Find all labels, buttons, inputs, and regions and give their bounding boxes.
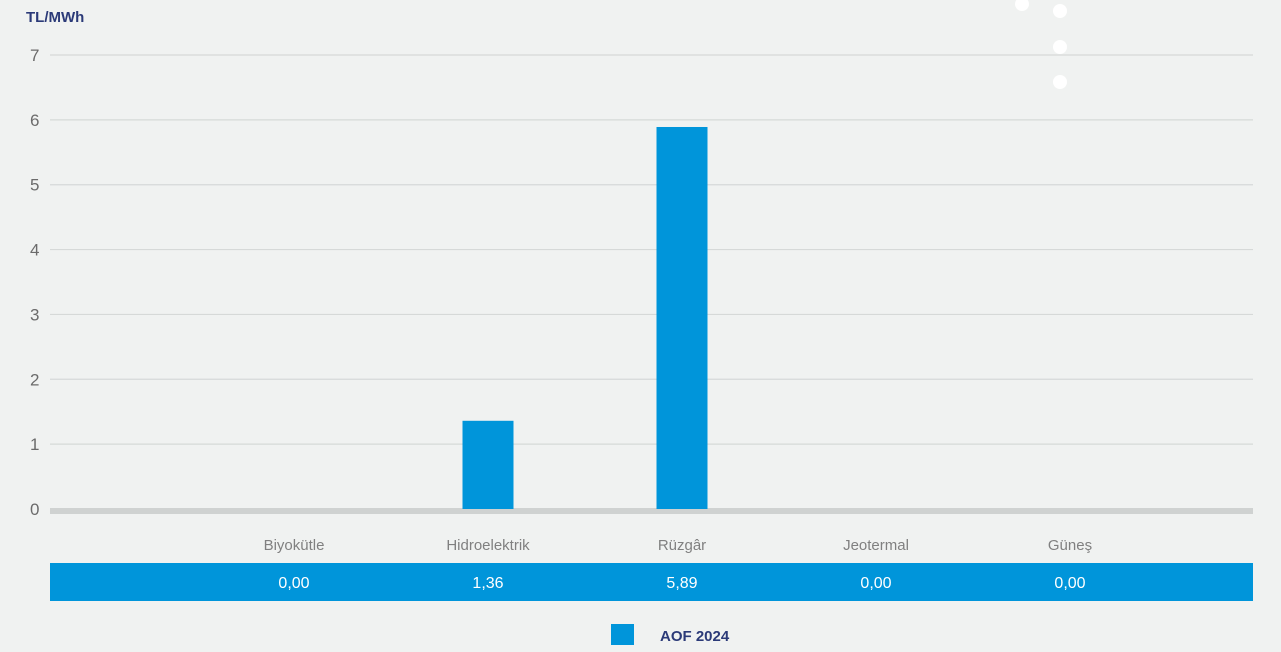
legend-label: AOF 2024 [660,628,730,645]
y-tick-label: 3 [30,305,39,324]
data-value-label: 0,00 [860,575,891,592]
decorative-dot [1053,40,1067,54]
x-tick-label: Biyokütle [264,537,325,554]
y-tick-label: 2 [30,370,39,389]
decorative-dot [1015,0,1029,11]
value-table-row [50,563,1253,601]
y-tick-label: 4 [30,241,39,260]
y-tick-label: 5 [30,176,39,195]
x-tick-label: Rüzgâr [658,537,706,554]
decorative-dot [1053,75,1067,89]
x-axis-baseline [50,508,1253,514]
legend-swatch [611,624,634,645]
x-tick-label: Güneş [1048,537,1092,554]
y-tick-label: 0 [30,500,39,519]
y-axis-unit-label: TL/MWh [26,9,84,26]
y-tick-label: 7 [30,46,39,65]
decorative-dot [1053,4,1067,18]
data-value-label: 0,00 [1054,575,1085,592]
data-value-label: 0,00 [278,575,309,592]
y-tick-label: 1 [30,435,39,454]
x-tick-label: Jeotermal [843,537,909,554]
data-value-label: 1,36 [472,575,503,592]
bar [656,126,708,510]
y-tick-label: 6 [30,111,39,130]
data-value-label: 5,89 [666,575,697,592]
bar [462,420,514,509]
x-tick-label: Hidroelektrik [446,537,530,554]
